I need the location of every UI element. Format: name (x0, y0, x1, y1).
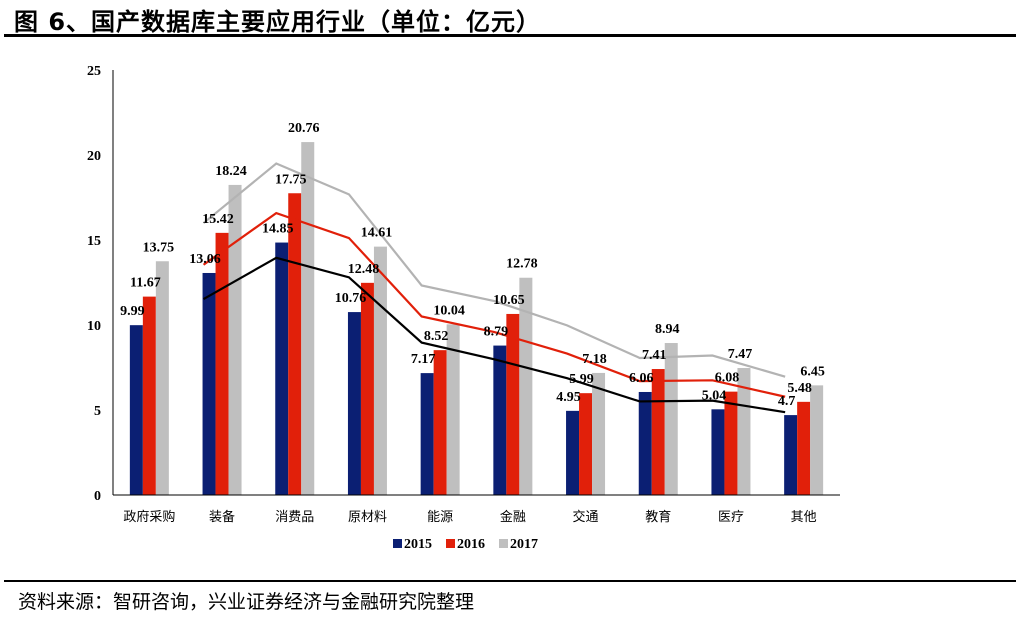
bar-2015 (638, 391, 652, 495)
x-tick-label: 医疗 (718, 510, 744, 525)
data-label-2017: 10.04 (433, 303, 465, 318)
data-label-2017: 6.45 (800, 364, 825, 379)
y-tick-label: 5 (94, 404, 101, 419)
x-tick-label: 金融 (500, 509, 526, 525)
data-label-2015: 14.85 (262, 222, 294, 237)
data-label-2016: 10.65 (493, 293, 525, 308)
bar-2017 (301, 142, 315, 495)
data-label-2016: 5.99 (569, 372, 594, 387)
data-label-2017: 7.18 (582, 352, 607, 367)
bar-2015 (275, 242, 289, 495)
bar-2017 (664, 343, 678, 495)
bar-2017 (737, 368, 751, 495)
bar-2017 (592, 372, 606, 495)
bar-2016 (288, 193, 302, 495)
data-label-2017: 13.75 (143, 240, 175, 255)
data-label-2015: 5.04 (702, 388, 727, 403)
y-tick-label: 10 (87, 319, 101, 334)
data-label-2017: 14.61 (361, 226, 393, 241)
data-label-2017: 18.24 (215, 164, 247, 179)
x-tick-label: 能源 (427, 510, 453, 525)
legend-label-2016: 2016 (457, 537, 485, 552)
bar-2017 (373, 246, 387, 495)
data-label-2017: 12.78 (506, 257, 538, 272)
data-label-2017: 8.94 (655, 322, 680, 337)
data-label-2015: 8.79 (484, 325, 509, 340)
y-tick-label: 0 (94, 489, 101, 504)
legend-swatch-2016 (446, 539, 455, 548)
y-tick-label: 20 (87, 149, 101, 164)
bar-2015 (129, 325, 143, 495)
x-tick-label: 其他 (791, 510, 817, 525)
x-tick-label: 消费品 (275, 510, 314, 525)
data-label-2015: 4.7 (778, 394, 796, 409)
trendline-2016 (202, 211, 786, 398)
data-label-2015: 9.99 (120, 304, 145, 319)
bar-2016 (433, 350, 447, 495)
legend-label-2015: 2015 (404, 537, 432, 552)
bar-2017 (519, 277, 533, 495)
bar-2015 (420, 373, 434, 495)
bar-2015 (493, 345, 507, 495)
x-tick-label: 教育 (645, 509, 671, 525)
data-label-2017: 7.47 (728, 347, 753, 362)
top-rule (4, 34, 1016, 37)
y-tick-label: 15 (87, 234, 101, 249)
x-tick-label: 装备 (209, 509, 235, 525)
bar-2016 (579, 393, 593, 495)
figure-title: 图 6、国产数据库主要应用行业（单位：亿元） (14, 8, 542, 36)
data-label-2016: 11.67 (130, 276, 161, 291)
bar-2015 (711, 409, 725, 495)
data-label-2015: 4.95 (556, 390, 581, 405)
bar-chart: 0 5 10 15 20 25 9.99 13.06 14.85 10.76 7.17 8.79 4.9… (87, 64, 840, 552)
bar-2015 (784, 415, 798, 495)
y-tick-label: 25 (87, 64, 101, 79)
trendline-2017 (202, 162, 786, 378)
legend-label-2017: 2017 (510, 537, 538, 552)
bar-2016 (215, 232, 229, 496)
data-label-2015: 6.06 (629, 371, 654, 386)
legend-swatch-2017 (499, 539, 508, 548)
bar-2016 (724, 391, 738, 495)
bar-2016 (506, 313, 520, 495)
x-tick-label: 原材料 (348, 510, 387, 525)
bar-2017 (810, 385, 824, 495)
trendline-2015 (203, 256, 786, 414)
bar-2016 (651, 369, 665, 495)
data-label-2015: 13.06 (189, 252, 221, 267)
x-tick-label: 交通 (573, 509, 599, 525)
data-label-2016: 5.48 (787, 381, 812, 396)
data-label-2016: 17.75 (275, 172, 307, 187)
bar-2017 (155, 261, 169, 495)
bar-2016 (360, 282, 374, 495)
data-label-2016: 12.48 (348, 262, 380, 277)
bar-2017 (446, 324, 460, 495)
data-label-2016: 6.08 (715, 371, 740, 386)
data-label-2016: 8.52 (424, 329, 449, 344)
bar-2016 (142, 296, 156, 495)
source-note: 资料来源：智研咨询，兴业证券经济与金融研究院整理 (18, 591, 475, 613)
data-label-2015: 7.17 (411, 352, 436, 367)
bottom-rule (4, 580, 1016, 582)
bar-2015 (347, 312, 361, 495)
x-tick-label: 政府采购 (123, 509, 175, 525)
legend-swatch-2015 (393, 539, 402, 548)
bar-2017 (228, 184, 242, 496)
bar-2015 (566, 410, 580, 495)
data-label-2016: 7.41 (642, 348, 667, 363)
data-label-2017: 20.76 (288, 121, 320, 136)
data-label-2015: 10.76 (335, 291, 367, 306)
data-label-2016: 15.42 (202, 212, 234, 227)
bar-2016 (797, 401, 811, 495)
bar-2015 (202, 272, 216, 495)
